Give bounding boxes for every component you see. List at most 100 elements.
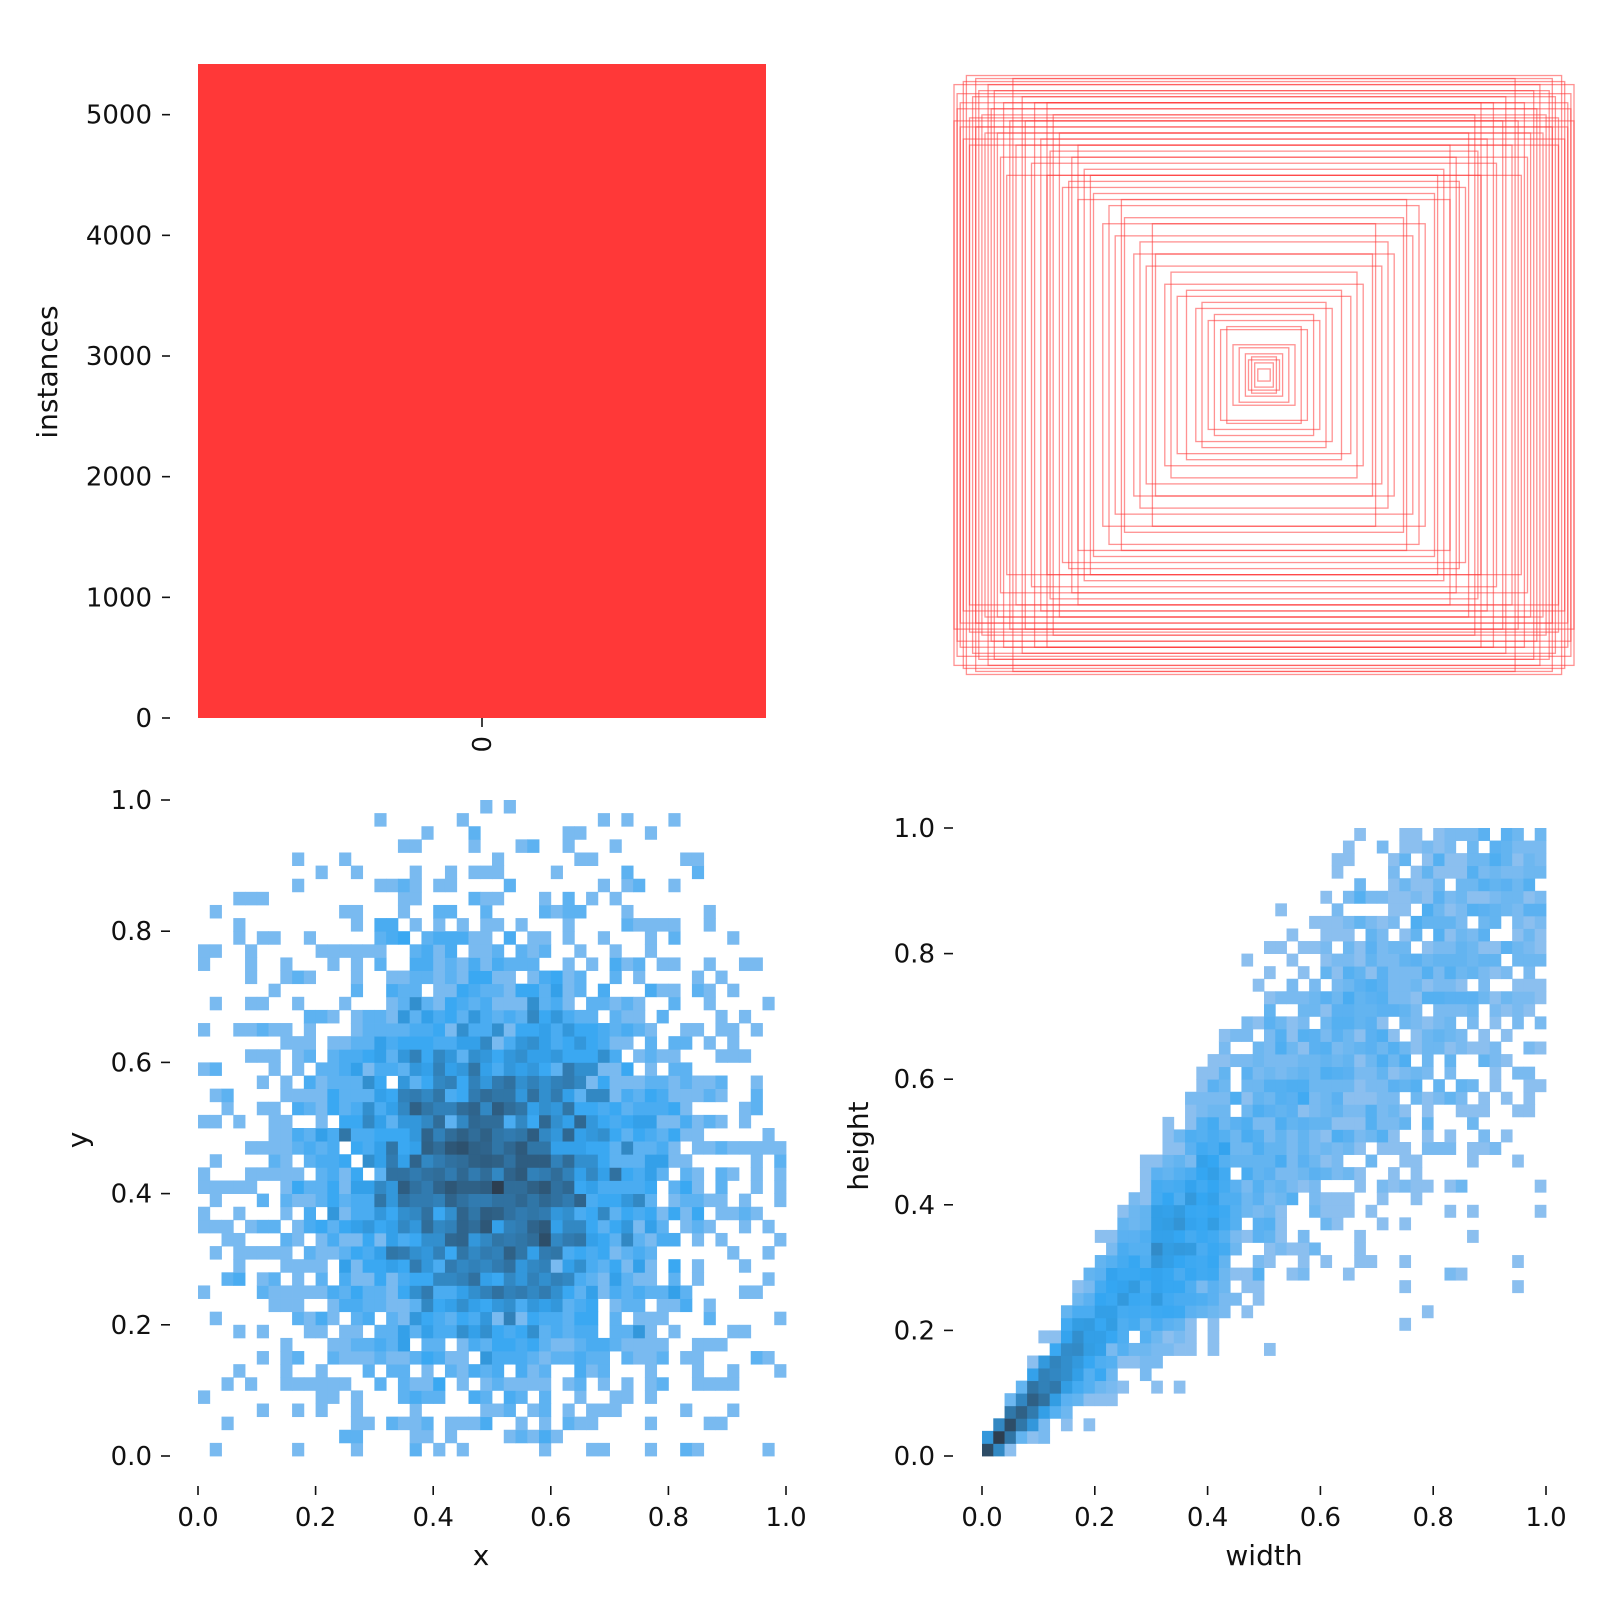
heatmap-cell bbox=[503, 1377, 516, 1391]
heatmap-cell bbox=[421, 931, 434, 945]
heatmap-cell bbox=[256, 1141, 269, 1155]
heatmap-cell bbox=[339, 1036, 352, 1050]
heatmap-cell bbox=[433, 1141, 446, 1155]
heatmap-cell bbox=[644, 1154, 658, 1168]
heatmap-cell bbox=[350, 1101, 364, 1116]
heatmap-cell bbox=[586, 1246, 599, 1260]
heatmap-cell bbox=[1376, 966, 1389, 980]
heatmap-cell bbox=[1207, 1255, 1220, 1268]
heatmap-cell bbox=[327, 957, 340, 971]
heatmap-cell bbox=[1523, 953, 1536, 967]
heatmap-cell bbox=[350, 1141, 364, 1155]
heatmap-cell bbox=[339, 1075, 352, 1090]
heatmap-cell bbox=[245, 996, 258, 1011]
heatmap-cell bbox=[762, 1442, 775, 1457]
y-tick-label: 0.2 bbox=[894, 1316, 935, 1346]
heatmap-cell bbox=[1286, 1054, 1299, 1068]
heatmap-cell bbox=[409, 1246, 422, 1260]
heatmap-cell bbox=[1512, 878, 1524, 892]
heatmap-cell bbox=[1354, 1041, 1366, 1055]
heatmap-cell bbox=[1117, 1317, 1130, 1331]
heatmap-cell bbox=[586, 1101, 599, 1116]
heatmap-cell bbox=[409, 1062, 422, 1076]
heatmap-cell bbox=[1252, 1167, 1265, 1181]
heatmap-cell bbox=[397, 1377, 411, 1391]
bounding-box bbox=[1226, 325, 1302, 425]
heatmap-cell bbox=[1207, 1342, 1220, 1356]
heatmap-cell bbox=[503, 1141, 516, 1155]
heatmap-cell bbox=[503, 1285, 516, 1299]
heatmap-cell bbox=[1264, 1116, 1276, 1130]
heatmap-cell bbox=[339, 904, 352, 919]
heatmap-cell bbox=[350, 1351, 364, 1365]
heatmap-cell bbox=[1365, 928, 1378, 942]
heatmap-cell bbox=[256, 1049, 269, 1063]
heatmap-cell bbox=[456, 1324, 469, 1339]
heatmap-cell bbox=[1106, 1242, 1118, 1256]
heatmap-cell bbox=[1072, 1342, 1084, 1356]
heatmap-cell bbox=[609, 970, 622, 985]
heatmap-cell bbox=[644, 944, 658, 958]
heatmap-cell bbox=[433, 1154, 446, 1168]
heatmap-cell bbox=[621, 1101, 634, 1116]
heatmap-cell bbox=[1421, 878, 1434, 892]
bounding-box bbox=[1071, 156, 1457, 594]
heatmap-cell bbox=[1173, 1280, 1186, 1294]
heatmap-cell bbox=[1128, 1317, 1141, 1331]
heatmap-cell bbox=[444, 1311, 458, 1326]
heatmap-cell bbox=[597, 1114, 610, 1129]
heatmap-cell bbox=[339, 1377, 352, 1391]
heatmap-cell bbox=[586, 1324, 599, 1339]
heatmap-cell bbox=[421, 1167, 434, 1181]
heatmap-cell bbox=[515, 1259, 528, 1273]
heatmap-cell bbox=[691, 1337, 705, 1352]
heatmap-cell bbox=[621, 1062, 634, 1076]
heatmap-cell bbox=[303, 1324, 316, 1339]
heatmap-cell bbox=[1173, 1204, 1186, 1218]
heatmap-cell bbox=[1388, 1167, 1400, 1181]
heatmap-cell bbox=[597, 1128, 610, 1142]
heatmap-cell bbox=[444, 1180, 458, 1194]
heatmap-cell bbox=[1410, 1016, 1423, 1030]
heatmap-cell bbox=[468, 826, 481, 840]
heatmap-cell bbox=[1207, 1066, 1220, 1080]
heatmap-cell bbox=[386, 1128, 399, 1142]
heatmap-cell bbox=[738, 1101, 752, 1116]
heatmap-cell bbox=[492, 970, 505, 985]
heatmap-cell bbox=[1455, 978, 1468, 992]
heatmap-cell bbox=[1489, 966, 1502, 980]
heatmap-cell bbox=[1275, 1229, 1287, 1243]
heatmap-cell bbox=[1444, 865, 1457, 879]
heatmap-cell bbox=[1004, 1443, 1017, 1457]
heatmap-cell bbox=[1342, 966, 1355, 980]
heatmap-cell bbox=[1297, 1028, 1310, 1042]
heatmap-cell bbox=[503, 1232, 516, 1247]
heatmap-cell bbox=[1467, 1204, 1479, 1218]
heatmap-cell bbox=[468, 1101, 481, 1116]
heatmap-cell bbox=[515, 1429, 528, 1444]
heatmap-cell bbox=[1252, 1292, 1265, 1306]
heatmap-cell bbox=[480, 983, 493, 998]
heatmap-cell bbox=[1320, 1129, 1333, 1143]
heatmap-cell bbox=[1388, 1091, 1400, 1105]
heatmap-cell bbox=[1297, 1154, 1310, 1168]
heatmap-cell bbox=[1004, 1430, 1017, 1444]
heatmap-cell bbox=[1331, 1116, 1344, 1130]
heatmap-cell bbox=[1117, 1342, 1130, 1356]
heatmap-cell bbox=[656, 1298, 669, 1313]
heatmap-cell bbox=[1264, 1342, 1276, 1356]
heatmap-cell bbox=[550, 1049, 563, 1063]
heatmap-cell bbox=[633, 1337, 646, 1352]
heatmap-cell bbox=[362, 1193, 375, 1208]
heatmap-cell bbox=[609, 1298, 622, 1313]
heatmap-cell bbox=[315, 1141, 328, 1155]
heatmap-cell bbox=[433, 1337, 446, 1352]
bounding-box bbox=[1219, 328, 1309, 422]
heatmap-cell bbox=[539, 1193, 552, 1208]
heatmap-cell bbox=[1162, 1217, 1175, 1231]
heatmap-cell bbox=[586, 1141, 599, 1155]
heatmap-cell bbox=[680, 1351, 693, 1365]
heatmap-cell bbox=[468, 1232, 481, 1247]
heatmap-cell bbox=[1117, 1292, 1130, 1306]
heatmap-cell bbox=[680, 1036, 693, 1050]
